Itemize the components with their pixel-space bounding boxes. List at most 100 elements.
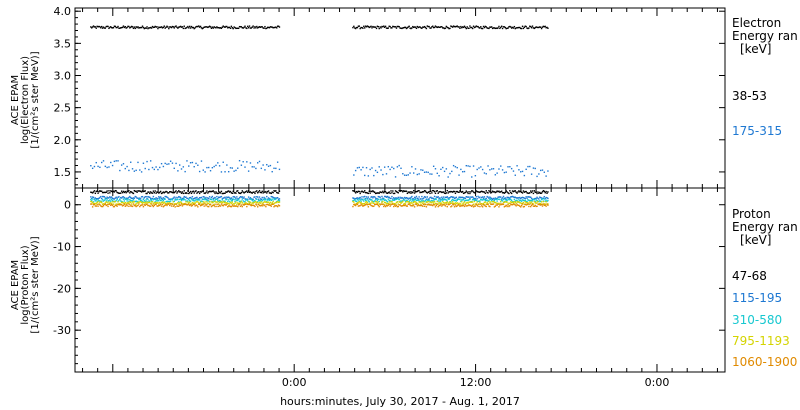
data-point-electron-0 [500,26,502,29]
data-point-proton-2 [198,199,201,201]
data-point-proton-4 [357,205,360,207]
data-point-proton-2 [504,198,507,201]
data-point-proton-1 [184,196,186,199]
data-point-proton-0 [452,190,455,193]
data-point-proton-0 [465,190,468,192]
data-point-proton-1 [222,197,224,199]
data-point-electron-0 [366,25,369,27]
data-point-electron-0 [240,26,243,28]
data-point-proton-4 [119,204,121,206]
data-point-proton-1 [384,195,387,198]
data-point-proton-2 [110,198,113,201]
data-point-proton-4 [170,205,173,207]
data-point-proton-2 [200,200,203,202]
data-point-proton-1 [442,197,444,200]
data-point-electron-0 [356,26,359,29]
data-point-proton-2 [98,200,100,202]
data-point-proton-0 [530,190,532,192]
data-point-proton-1 [232,196,234,198]
data-point-proton-3 [502,201,505,204]
data-point-proton-4 [510,203,512,205]
data-point-proton-0 [123,191,126,194]
data-point-proton-0 [215,191,217,193]
data-point-proton-1 [498,196,500,198]
data-point-proton-2 [386,201,389,203]
data-point-proton-2 [179,198,181,201]
data-point-electron-0 [491,26,493,28]
data-point-electron-1 [276,161,279,163]
data-point-proton-0 [407,191,409,193]
data-point-proton-3 [220,201,223,203]
data-point-proton-0 [448,190,450,193]
data-point-electron-0 [111,27,114,29]
data-point-proton-2 [424,199,427,202]
data-point-proton-0 [140,190,142,193]
data-point-proton-2 [459,198,461,201]
data-point-proton-0 [170,191,173,193]
data-point-proton-3 [403,203,406,205]
data-point-electron-0 [471,26,473,29]
data-point-proton-2 [268,199,271,201]
data-point-proton-1 [360,198,362,200]
data-point-proton-0 [357,190,360,193]
data-point-proton-2 [475,199,477,201]
data-point-proton-4 [377,204,380,207]
data-point-proton-0 [365,191,368,194]
data-point-electron-1 [523,174,526,177]
data-point-proton-3 [164,202,166,205]
data-point-proton-1 [368,198,370,200]
data-point-proton-2 [442,199,445,201]
data-point-proton-3 [172,201,175,203]
data-point-proton-0 [218,191,221,193]
data-point-proton-1 [102,195,105,198]
data-point-proton-3 [371,200,373,203]
data-point-electron-0 [199,25,202,28]
data-point-electron-0 [139,26,141,29]
data-point-proton-3 [391,201,393,203]
data-point-electron-1 [391,166,393,168]
data-point-proton-1 [492,197,495,200]
data-point-electron-1 [510,167,513,170]
data-point-proton-2 [472,198,475,201]
data-point-proton-1 [521,196,524,199]
data-point-proton-3 [135,203,137,205]
data-point-proton-3 [215,201,217,203]
data-point-proton-2 [120,200,123,203]
data-point-proton-4 [406,205,409,207]
data-point-electron-1 [224,171,226,173]
data-marks [90,25,549,208]
data-point-proton-2 [115,200,117,202]
data-point-proton-4 [278,205,281,207]
data-point-proton-4 [257,203,260,206]
data-point-proton-0 [272,191,274,194]
data-point-electron-0 [448,27,450,30]
data-point-electron-1 [492,168,495,170]
data-point-proton-1 [437,196,439,198]
data-point-proton-2 [441,198,443,200]
data-point-electron-0 [515,27,517,29]
data-point-proton-2 [522,199,525,202]
data-point-proton-1 [92,196,95,199]
data-point-proton-1 [448,197,450,199]
data-point-proton-2 [400,200,402,202]
data-point-electron-0 [266,27,268,29]
data-point-electron-0 [117,25,119,28]
data-point-proton-3 [422,201,425,203]
data-point-proton-0 [208,191,210,193]
data-point-electron-0 [460,25,462,28]
data-point-proton-2 [426,199,429,201]
data-point-electron-0 [420,27,422,29]
data-point-electron-1 [153,168,156,171]
data-point-electron-0 [169,26,172,28]
data-point-proton-1 [487,196,489,198]
data-point-electron-0 [497,27,499,29]
data-point-electron-0 [110,26,112,28]
data-point-proton-3 [395,201,398,204]
data-point-proton-2 [104,198,107,200]
data-point-electron-0 [188,25,191,28]
data-point-electron-0 [388,25,390,27]
data-point-proton-2 [501,200,504,202]
data-point-proton-3 [486,201,488,204]
data-point-proton-4 [499,204,501,206]
data-point-proton-2 [428,199,430,202]
